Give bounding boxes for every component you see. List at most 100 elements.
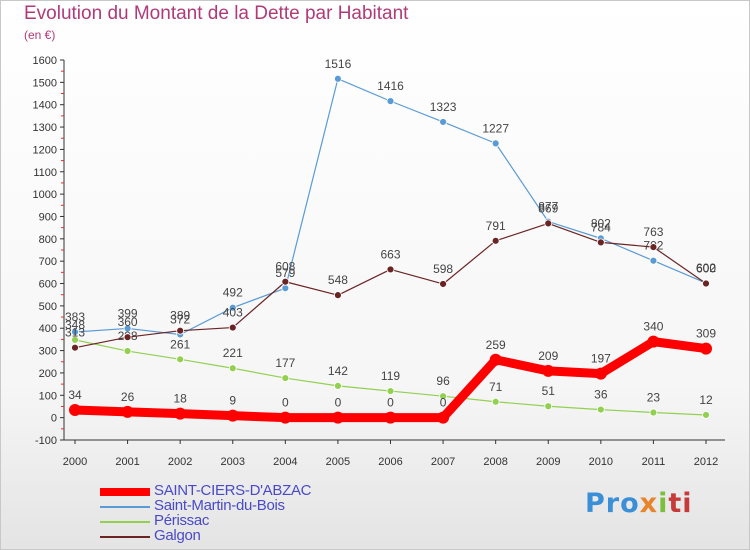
- data-point: [281, 284, 290, 293]
- data-point: [649, 408, 658, 417]
- data-point: [176, 355, 185, 364]
- legend-label: Saint-Martin-du-Bois: [154, 497, 285, 514]
- data-label: 0: [282, 396, 289, 410]
- data-label: 221: [223, 346, 243, 360]
- data-label: 51: [542, 384, 556, 398]
- x-tick-label: 2000: [63, 456, 87, 468]
- y-tick-label: 1100: [33, 167, 57, 179]
- proxiti-logo: Proxiti: [585, 488, 693, 519]
- data-point: [176, 326, 185, 335]
- data-label: 784: [591, 220, 611, 234]
- data-label: 26: [121, 390, 135, 404]
- logo-part: Pro: [585, 488, 640, 519]
- data-label: 197: [591, 352, 611, 366]
- data-point: [437, 411, 450, 424]
- data-label: 0: [440, 396, 447, 410]
- legend-label: Périssac: [154, 512, 210, 529]
- y-tick-label: -100: [35, 435, 57, 447]
- y-tick-label: 1300: [33, 122, 57, 134]
- series-line: [74, 222, 707, 349]
- legend-swatch: [100, 521, 150, 523]
- y-tick-label: 300: [39, 346, 57, 358]
- data-point: [649, 256, 658, 265]
- data-point: [439, 280, 447, 288]
- data-label: 209: [538, 349, 558, 363]
- data-point: [439, 118, 447, 126]
- y-tick-label: 400: [39, 323, 57, 335]
- data-point: [331, 411, 344, 424]
- x-tick-label: 2002: [168, 456, 192, 468]
- y-tick-label: 1400: [33, 100, 57, 112]
- data-label: 399: [118, 306, 138, 320]
- data-point: [334, 382, 342, 390]
- data-point: [489, 353, 502, 366]
- data-label: 598: [433, 262, 453, 276]
- legend-swatch: [100, 488, 150, 496]
- data-label: 791: [486, 219, 506, 233]
- data-point: [491, 397, 500, 406]
- data-label: 340: [643, 320, 663, 334]
- data-label: 348: [65, 318, 85, 332]
- data-point: [279, 411, 292, 424]
- data-point: [386, 387, 395, 395]
- data-label: 261: [170, 337, 190, 351]
- data-label: 548: [328, 273, 348, 287]
- x-tick-label: 2009: [536, 456, 560, 468]
- data-point: [544, 219, 553, 228]
- data-point: [491, 139, 500, 148]
- data-point: [226, 409, 239, 422]
- y-tick-label: 500: [39, 301, 57, 313]
- data-point: [71, 335, 79, 344]
- data-point: [702, 411, 710, 419]
- data-point: [594, 367, 607, 380]
- data-label: 877: [538, 200, 558, 214]
- data-label: 360: [118, 315, 138, 329]
- data-point: [174, 407, 187, 420]
- data-label: 71: [489, 380, 503, 394]
- data-label: 0: [335, 396, 342, 410]
- data-point: [386, 265, 395, 274]
- data-label: 96: [436, 374, 450, 388]
- data-point: [649, 243, 658, 251]
- data-label: 869: [538, 201, 558, 215]
- y-tick-label: 800: [39, 234, 57, 246]
- data-label: 36: [594, 388, 608, 402]
- data-point: [228, 323, 237, 332]
- y-tick-label: 0: [51, 413, 57, 425]
- data-label: 1323: [430, 100, 457, 114]
- x-tick-label: 2005: [326, 456, 350, 468]
- data-point: [71, 328, 79, 336]
- data-label: 389: [170, 309, 190, 323]
- data-label: 579: [275, 266, 295, 280]
- data-label: 1516: [325, 57, 352, 71]
- y-tick-label: 100: [39, 390, 57, 402]
- data-point: [334, 74, 342, 83]
- data-point: [647, 335, 660, 348]
- data-label: 492: [223, 286, 243, 300]
- y-tick-label: 200: [39, 368, 57, 380]
- data-label: 608: [275, 260, 295, 274]
- x-tick-label: 2004: [273, 456, 297, 468]
- data-point: [228, 364, 237, 373]
- data-point: [386, 97, 395, 106]
- x-tick-label: 2012: [694, 456, 718, 468]
- data-label: 600: [696, 262, 716, 276]
- data-label: 313: [65, 326, 85, 340]
- data-label: 23: [647, 391, 661, 405]
- chart-title: Evolution du Montant de la Dette par Hab…: [24, 3, 409, 24]
- data-point: [700, 342, 712, 355]
- data-point: [228, 303, 237, 312]
- data-label: 1227: [482, 121, 509, 135]
- data-label: 403: [223, 306, 243, 320]
- data-point: [123, 347, 132, 355]
- data-point: [596, 405, 605, 414]
- x-tick-label: 2007: [431, 456, 455, 468]
- legend-label: SAINT-CIERS-D'ABZAC: [154, 482, 312, 499]
- y-tick-label: 1000: [33, 189, 57, 201]
- logo-part: ti: [668, 488, 693, 519]
- chart-subtitle: (en €): [24, 28, 56, 42]
- data-point: [123, 333, 132, 342]
- data-point: [544, 402, 553, 411]
- legend-swatch: [100, 536, 150, 538]
